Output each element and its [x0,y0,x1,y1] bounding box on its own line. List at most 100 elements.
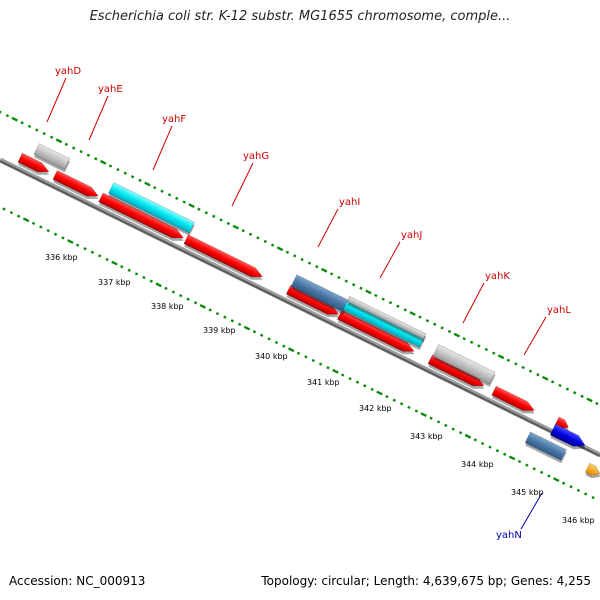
major-tick [111,260,118,266]
gene-label-yahE[interactable]: yahE [98,84,123,95]
minor-tick [123,171,127,175]
minor-tick [230,319,234,323]
minor-tick [171,290,176,294]
minor-tick [573,391,577,395]
minor-tick [407,405,411,410]
scale-label: 346 kbp [562,516,595,525]
minor-tick [547,474,551,478]
yahE-cds[interactable] [52,169,102,203]
gene-label-yahK[interactable]: yahK [485,271,510,282]
minor-tick [274,340,279,345]
minor-tick [263,239,267,244]
major-tick [22,217,30,223]
minor-tick [495,449,500,453]
minor-tick [42,131,46,136]
gene-label-yahG[interactable]: yahG [243,151,269,162]
minor-tick [492,351,496,355]
minor-tick [359,286,363,290]
minor-tick [98,254,102,258]
minor-tick [425,319,430,323]
minor-tick [105,257,109,262]
major-tick [99,160,107,165]
gene-features [17,143,600,481]
minor-tick [2,207,6,211]
minor-tick [285,250,290,254]
gene-label-yahL[interactable]: yahL [547,305,571,316]
yahF-domain[interactable] [107,182,196,236]
minor-tick [138,178,142,183]
minor-tick [64,142,68,147]
minor-tick [528,369,533,373]
yahK-gene[interactable] [432,344,497,387]
scale-label: 342 kbp [359,404,392,413]
yahN-cds[interactable] [524,431,568,464]
major-tick [586,397,593,403]
yahD-cds[interactable] [17,152,53,179]
yahD-callout [46,77,67,123]
blue-gene[interactable] [549,423,589,454]
major-tick [332,368,339,374]
yahD-gene[interactable] [33,143,71,173]
yahE-callout [88,95,109,141]
gene-label-yahI[interactable]: yahI [339,197,360,208]
upper-tick-track [0,110,599,406]
minor-tick [282,344,286,348]
major-tick [287,347,295,353]
minor-tick [182,200,186,204]
major-tick [243,325,251,331]
gene-label-yahD[interactable]: yahD [55,66,81,77]
minor-tick [433,322,437,326]
major-tick [453,332,461,338]
scale-label: 341 kbp [307,378,340,387]
yahI-domain[interactable] [290,274,350,315]
minor-tick [79,149,83,154]
minor-tick [558,383,562,388]
minor-tick [212,214,216,218]
yahG-callout [231,162,254,207]
major-tick [199,304,207,309]
scale-label: 344 kbp [461,460,494,469]
scale-label: 340 kbp [255,352,288,361]
gene-label-yahN[interactable]: yahN [496,530,522,541]
minor-tick [403,308,407,312]
major-tick [497,354,505,360]
minor-tick [167,193,172,197]
minor-tick [414,409,419,413]
orange-feature[interactable] [584,462,600,481]
scale-label: 339 kbp [203,326,236,335]
major-tick [11,116,18,122]
major-tick [276,246,284,252]
minor-tick [219,218,223,222]
minor-tick [584,492,588,496]
yahK-callout [462,282,485,324]
minor-tick [300,257,304,262]
gene-label-yahJ[interactable]: yahJ [401,230,422,241]
minor-tick [94,157,98,161]
minor-tick [130,175,135,179]
minor-tick [0,110,2,114]
minor-tick [444,423,448,428]
minor-tick [341,373,345,377]
minor-tick [72,146,76,150]
minor-tick [381,297,385,301]
minor-tick [318,362,323,366]
yahJ-gene[interactable] [346,295,427,343]
minor-tick [348,376,352,381]
minor-tick [473,438,477,442]
chromosome-backbone-shade [0,160,600,457]
minor-tick [591,495,595,500]
minor-tick [127,268,131,272]
yahF-cds[interactable] [98,192,187,245]
yahF-callout [152,125,173,171]
minor-tick [569,485,573,489]
gene-label-yahF[interactable]: yahF [162,114,186,125]
minor-tick [576,488,581,493]
yahG-cds[interactable] [183,234,266,284]
yahJ-callout [379,241,401,279]
minor-tick [61,236,65,240]
minor-tick [9,210,14,215]
yahL-cds[interactable] [491,385,538,418]
yahJ-cds[interactable] [336,309,417,359]
minor-tick [252,330,257,334]
